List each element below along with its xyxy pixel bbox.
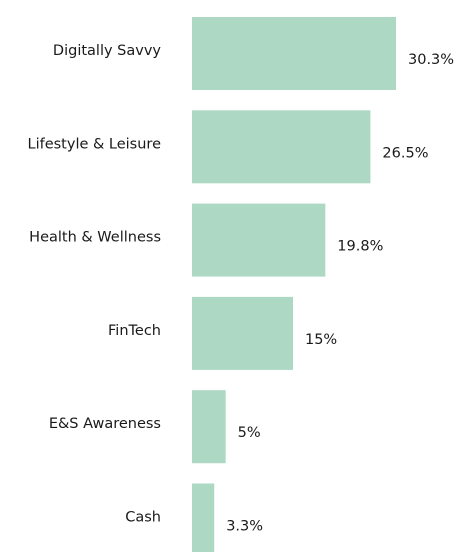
value-label: 5% xyxy=(238,425,261,441)
category-label: FinTech xyxy=(108,323,161,339)
bar xyxy=(192,296,293,370)
bar xyxy=(192,203,326,277)
bar xyxy=(192,390,226,464)
category-label: E&S Awareness xyxy=(49,416,161,432)
bar xyxy=(192,110,371,184)
value-label: 15% xyxy=(305,332,337,348)
value-label: 30.3% xyxy=(408,52,454,68)
category-label: Lifestyle & Leisure xyxy=(27,136,161,152)
category-label: Digitally Savvy xyxy=(53,43,161,59)
category-label: Health & Wellness xyxy=(29,230,161,246)
category-label: Cash xyxy=(125,510,161,526)
bar xyxy=(192,483,215,552)
value-label: 19.8% xyxy=(337,239,383,255)
value-label: 3.3% xyxy=(226,519,263,535)
bar xyxy=(192,17,396,90)
value-label: 26.5% xyxy=(382,145,428,161)
